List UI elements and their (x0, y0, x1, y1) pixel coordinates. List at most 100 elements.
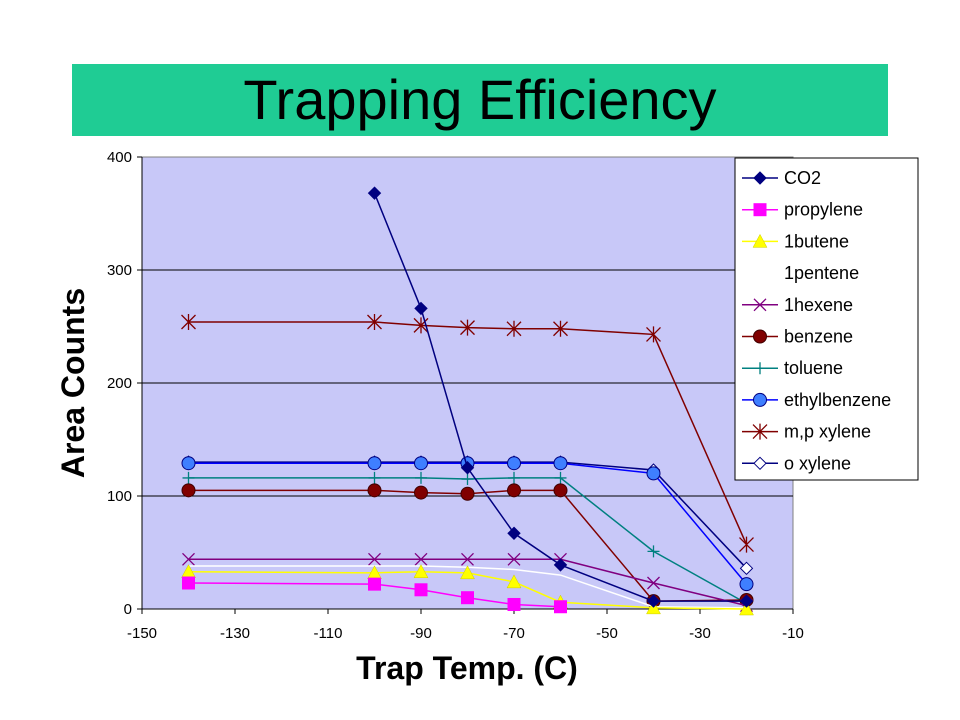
data-point (181, 483, 196, 498)
axes: 0 100 200 300 400 -150 -130 -110 -90 -70 -50 -30 -10 (107, 149, 804, 642)
data-point (507, 597, 521, 611)
x-tick-label: -90 (410, 625, 432, 642)
series-line (188, 582, 561, 608)
legend-marker (754, 362, 766, 375)
series-line (188, 321, 748, 545)
data-point (553, 320, 568, 337)
data-point (460, 461, 475, 475)
data-point (508, 471, 520, 484)
legend-label: ethylbenzene (784, 390, 891, 410)
legend-label: 1pentene (784, 263, 859, 283)
legend-label: benzene (784, 327, 853, 347)
legend-marker (753, 329, 767, 344)
data-point (181, 313, 196, 330)
series-line (188, 461, 748, 569)
legend-label: propylene (784, 200, 863, 220)
data-point (647, 545, 660, 558)
x-tick-label: -30 (689, 625, 711, 642)
data-point (553, 558, 568, 572)
series-ethylbenzene (181, 456, 754, 592)
data-point (413, 317, 429, 334)
data-point (414, 456, 428, 471)
data-point (506, 320, 522, 337)
series-co2 (367, 186, 754, 608)
slide-title-bar: Trapping Efficiency (72, 64, 888, 136)
y-tick-label: 200 (107, 375, 132, 392)
data-point (507, 456, 521, 471)
legend-label: CO2 (784, 168, 821, 188)
legend-marker (752, 423, 768, 440)
legend-marker (753, 203, 767, 217)
data-point (368, 471, 381, 484)
legend-marker (753, 171, 767, 185)
y-tick-label: 400 (107, 149, 132, 166)
y-tick-label: 100 (107, 488, 132, 505)
data-point (646, 594, 661, 608)
series-layer (181, 186, 754, 616)
series-line (188, 558, 747, 607)
legend-entry: ethylbenzene (742, 390, 891, 410)
y-axis-title: Area Counts (55, 288, 91, 478)
data-point (460, 486, 475, 501)
series-line (188, 489, 747, 602)
data-point (415, 471, 427, 484)
x-tick-label: -150 (127, 625, 157, 642)
legend-entry: m,p xylene (742, 422, 871, 442)
series-1pentene (188, 565, 747, 609)
data-point (414, 583, 428, 597)
data-point (739, 594, 754, 608)
slide-title: Trapping Efficiency (243, 68, 717, 131)
data-point (367, 313, 382, 330)
legend-marker (752, 233, 768, 248)
data-point (460, 565, 475, 580)
y-tick-label: 300 (107, 262, 132, 279)
legend-entry: 1butene (742, 231, 849, 251)
x-tick-label: -130 (220, 625, 250, 642)
x-tick-label: -10 (782, 625, 804, 642)
data-point (182, 471, 195, 484)
legend-entry: o xylene (742, 453, 851, 473)
x-tick-label: -110 (314, 625, 343, 642)
x-tick-label: -50 (596, 625, 618, 642)
data-point (461, 473, 474, 486)
legend-label: m,p xylene (784, 422, 871, 442)
legend-entry: benzene (742, 327, 853, 347)
data-point (367, 456, 382, 471)
data-point (507, 526, 521, 540)
data-point (507, 552, 521, 566)
data-point (739, 561, 754, 576)
data-point (554, 471, 567, 484)
legend-entry: CO2 (742, 168, 821, 188)
x-tick-label: -70 (503, 625, 525, 642)
data-point (647, 576, 660, 590)
legend-label: 1butene (784, 231, 849, 251)
data-point (368, 577, 381, 591)
series-1butene (181, 564, 754, 616)
data-point (553, 483, 568, 498)
data-point (739, 536, 754, 553)
data-point (414, 485, 428, 500)
data-point (414, 301, 428, 316)
data-point (553, 456, 568, 471)
legend-label: o xylene (784, 453, 851, 473)
legend-entry: 1hexene (742, 295, 853, 315)
legend-entry: 1pentene (742, 263, 859, 283)
legend: CO2 propylene 1butene 1pentene 1hexene benzen… (734, 157, 919, 481)
data-point (506, 574, 522, 589)
legend-label: 1hexene (784, 295, 853, 315)
data-point (507, 483, 521, 498)
data-point (646, 466, 661, 481)
x-axis-title: Trap Temp. (C) (356, 650, 578, 686)
data-point (461, 591, 474, 605)
data-point (182, 576, 195, 590)
data-point (460, 319, 475, 336)
data-point (461, 552, 474, 566)
series-line (188, 477, 747, 605)
legend-entry: propylene (742, 200, 863, 220)
legend-label: toluene (784, 358, 843, 378)
data-point (368, 552, 381, 566)
series-line (188, 570, 747, 610)
series-m-p-xylene (181, 313, 754, 553)
series-line (188, 462, 748, 585)
